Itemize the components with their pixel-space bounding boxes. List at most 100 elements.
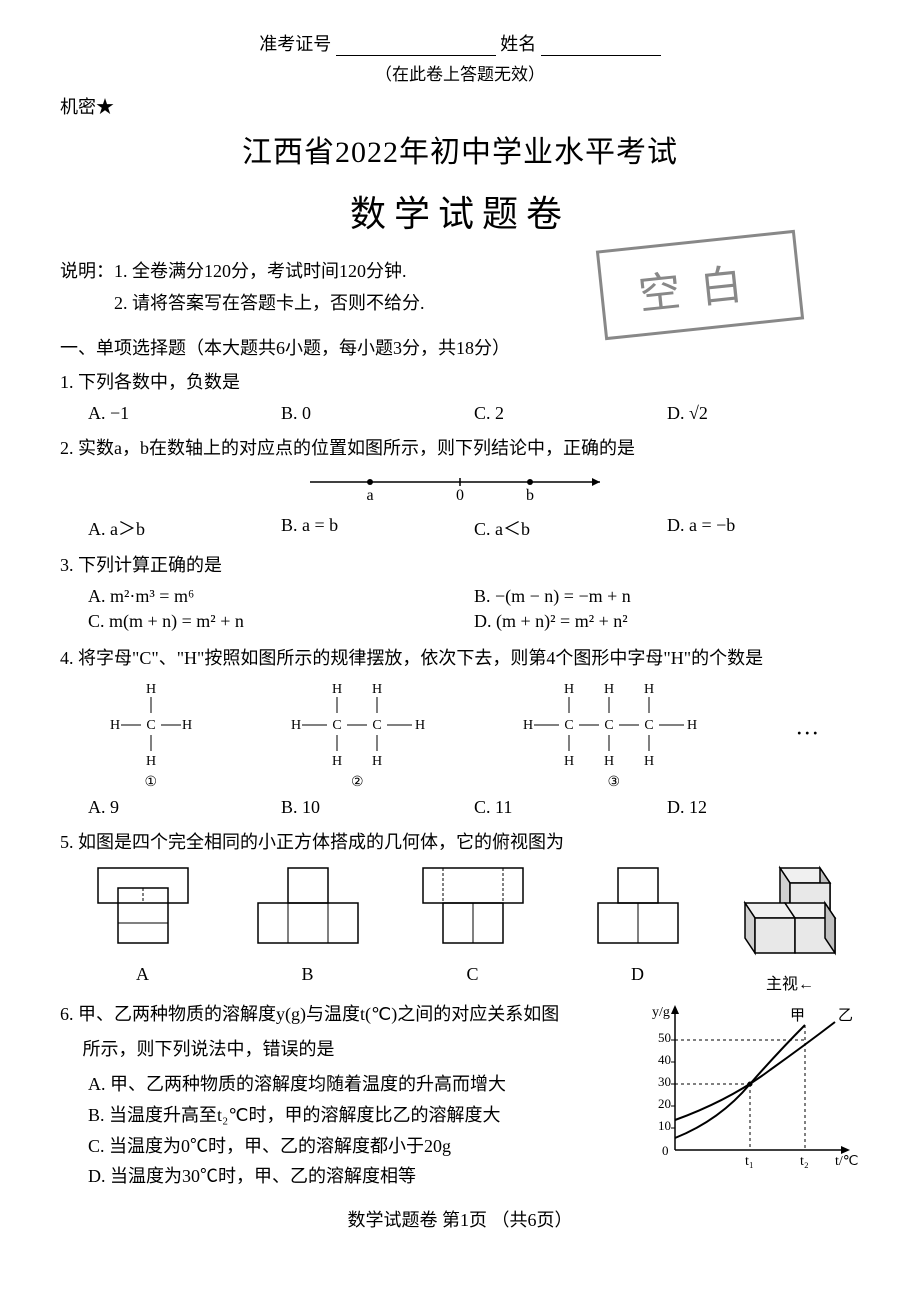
q5-opt-b: B — [225, 863, 390, 985]
ylabel: y/g — [652, 1005, 670, 1020]
q3-opt-c: C. m(m + n) = m² + n — [88, 611, 474, 632]
svg-text:20: 20 — [658, 1096, 671, 1111]
q5-label-d: D — [555, 964, 720, 985]
q4-fig-1: H H C H H ① — [101, 679, 201, 791]
q1-opt-c: C. 2 — [474, 403, 667, 424]
q1-opt-d: D. √2 — [667, 403, 860, 424]
sub-title: 数学试题卷 — [60, 185, 860, 237]
ticket-blank — [336, 38, 496, 56]
svg-text:40: 40 — [658, 1052, 671, 1067]
q5-text: 5. 如图是四个完全相同的小正方体搭成的几何体，它的俯视图为 — [60, 828, 860, 857]
q5-opt-a: A — [60, 863, 225, 985]
svg-text:H: H — [332, 682, 342, 697]
svg-text:C: C — [373, 718, 382, 733]
q3-options: A. m²·m³ = m⁶ B. −(m − n) = −m + n C. m(… — [88, 586, 860, 636]
q2-opt-d: D. a = −b — [667, 515, 860, 541]
q6-options: A. 甲、乙两种物质的溶解度均随着温度的升高而增大 B. 当温度升高至t₂℃时，… — [88, 1069, 640, 1191]
q4-dots: ··· — [795, 721, 819, 748]
q6-opt-b: B. 当温度升高至t₂℃时，甲的溶解度比乙的溶解度大 — [88, 1100, 640, 1131]
q4-opt-d: D. 12 — [667, 797, 860, 818]
svg-text:H: H — [644, 754, 654, 769]
svg-text:50: 50 — [658, 1030, 671, 1045]
q1-opt-a: A. −1 — [88, 403, 281, 424]
q6-wrap: 6. 甲、乙两种物质的溶解度y(g)与温度t(℃)之间的对应关系如图 所示，则下… — [60, 1000, 860, 1192]
svg-text:H: H — [415, 718, 425, 733]
ticket-label: 准考证号 — [259, 34, 331, 54]
q6-line2: 所示，则下列说法中，错误的是 — [60, 1035, 640, 1064]
svg-text:H: H — [372, 682, 382, 697]
q6-text-block: 6. 甲、乙两种物质的溶解度y(g)与温度t(℃)之间的对应关系如图 所示，则下… — [60, 1000, 640, 1192]
axis-zero: 0 — [456, 487, 464, 504]
q4-text: 4. 将字母"C"、"H"按照如图所示的规律摆放，依次下去，则第4个图形中字母"… — [60, 644, 860, 673]
q4-fig2-label: ② — [282, 774, 432, 791]
q4-fig3-label: ③ — [514, 774, 714, 791]
q5-solid-figure: 主视← — [720, 863, 860, 994]
svg-text:H: H — [291, 718, 301, 733]
q2-number-line: a 0 b — [60, 468, 860, 509]
secret-mark: 机密★ — [60, 93, 860, 119]
header-note: （在此卷上答题无效） — [60, 60, 860, 85]
axis-a: a — [366, 487, 373, 504]
q4-options: A. 9 B. 10 C. 11 D. 12 — [88, 797, 860, 818]
t1-label: t₁ — [745, 1154, 754, 1169]
svg-text:H: H — [332, 754, 342, 769]
q5-view-label: 主视← — [720, 970, 860, 994]
q1-text: 1. 下列各数中，负数是 — [60, 368, 860, 397]
q4-opt-a: A. 9 — [88, 797, 281, 818]
svg-text:H: H — [604, 682, 614, 697]
svg-text:C: C — [333, 718, 342, 733]
instruction-line2: 2. 请将答案写在答题卡上，否则不给分. — [60, 287, 860, 319]
q5-label-b: B — [225, 964, 390, 985]
q1-options: A. −1 B. 0 C. 2 D. √2 — [88, 403, 860, 424]
instruction-line1: 说明：1. 全卷满分120分，考试时间120分钟. — [60, 255, 860, 287]
svg-text:H: H — [687, 718, 697, 733]
q2-opt-a: A. a＞b — [88, 515, 281, 541]
q6-graph: y/g t/℃ 0 10 20 30 40 50 甲 乙 t₁ — [640, 1000, 860, 1175]
svg-text:H: H — [372, 754, 382, 769]
q5-label-c: C — [390, 964, 555, 985]
q4-fig-2: H H H C C H H H ② — [282, 679, 432, 791]
q3-text: 3. 下列计算正确的是 — [60, 551, 860, 580]
svg-text:H: H — [146, 754, 156, 769]
q6-line1: 6. 甲、乙两种物质的溶解度y(g)与温度t(℃)之间的对应关系如图 — [60, 1000, 640, 1029]
svg-text:H: H — [182, 718, 192, 733]
q4-opt-c: C. 11 — [474, 797, 667, 818]
header-ticket-name: 准考证号 姓名 — [60, 30, 860, 56]
q4-fig1-label: ① — [101, 774, 201, 791]
q4-fig-3: H H H H C C C H H H H ③ — [514, 679, 714, 791]
q6-opt-d: D. 当温度为30℃时，甲、乙的溶解度相等 — [88, 1161, 640, 1192]
svg-text:H: H — [644, 682, 654, 697]
axis-b: b — [526, 487, 534, 504]
svg-text:H: H — [110, 718, 120, 733]
q5-label-a: A — [60, 964, 225, 985]
name-blank — [541, 38, 661, 56]
q2-options: A. a＞b B. a = b C. a＜b D. a = −b — [88, 515, 860, 541]
svg-text:30: 30 — [658, 1074, 671, 1089]
q2-text: 2. 实数a，b在数轴上的对应点的位置如图所示，则下列结论中，正确的是 — [60, 434, 860, 463]
q2-opt-b: B. a = b — [281, 515, 474, 541]
svg-text:H: H — [564, 754, 574, 769]
q3-opt-d: D. (m + n)² = m² + n² — [474, 611, 860, 632]
svg-text:C: C — [604, 718, 613, 733]
svg-text:H: H — [604, 754, 614, 769]
page-footer: 数学试题卷 第1页 （共6页） — [60, 1206, 860, 1232]
name-label: 姓名 — [500, 34, 536, 54]
q6-opt-a: A. 甲、乙两种物质的溶解度均随着温度的升高而增大 — [88, 1069, 640, 1100]
main-title: 江西省2022年初中学业水平考试 — [60, 127, 860, 171]
q3-opt-a: A. m²·m³ = m⁶ — [88, 586, 474, 607]
q6-opt-c: C. 当温度为0℃时，甲、乙的溶解度都小于20g — [88, 1131, 640, 1162]
xlabel: t/℃ — [835, 1154, 859, 1169]
svg-text:H: H — [523, 718, 533, 733]
jia-label: 甲 — [790, 1008, 805, 1024]
svg-text:H: H — [146, 682, 156, 697]
svg-text:C: C — [644, 718, 653, 733]
q5-row: A B C D — [60, 863, 860, 994]
q1-opt-b: B. 0 — [281, 403, 474, 424]
section-1-title: 一、单项选择题（本大题共6小题，每小题3分，共18分） — [60, 334, 860, 360]
svg-text:C: C — [564, 718, 573, 733]
svg-text:H: H — [564, 682, 574, 697]
yi-label: 乙 — [838, 1008, 853, 1024]
q4-figures: H H C H H ① H H H C C H H H — [60, 679, 860, 791]
svg-text:C: C — [146, 718, 155, 733]
svg-text:0: 0 — [662, 1143, 669, 1158]
